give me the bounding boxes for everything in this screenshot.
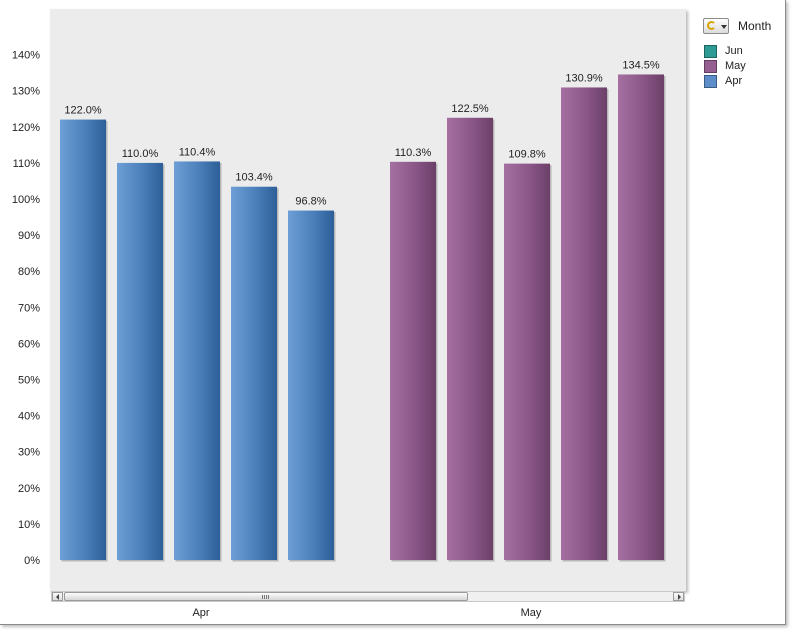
scroll-right-button[interactable] [673,592,684,601]
legend-label: Jun [725,45,743,57]
scrollbar-thumb[interactable] [64,592,468,601]
bar-data-label: 134.5% [622,59,660,71]
bar-data-label: 122.5% [451,103,489,115]
bar-data-label: 110.0% [122,148,159,160]
horizontal-scrollbar[interactable] [51,591,685,602]
y-tick-label: 140% [12,50,40,62]
y-tick-label: 50% [18,375,40,387]
legend-title: Month [738,19,772,33]
cycle-icon [707,21,716,30]
y-tick-label: 30% [18,447,40,459]
dropdown-arrow-icon [721,25,727,29]
scroll-left-button[interactable] [52,592,63,601]
bar-may-2[interactable] [447,117,493,561]
legend-swatch [704,60,717,73]
grip-icon [262,595,269,599]
bar-data-label: 103.4% [235,172,273,184]
arrow-right-icon [678,594,681,600]
legend-item-may[interactable]: May [703,59,763,74]
bar-data-label: 109.8% [508,149,546,161]
y-tick-label: 10% [18,519,40,531]
bar-apr-1[interactable] [60,119,106,560]
arrow-left-icon [56,594,59,600]
legend-swatch [704,45,717,58]
y-tick-label: 60% [18,338,40,350]
y-tick-label: 130% [12,86,40,98]
y-tick-label: 20% [18,483,40,495]
y-axis: 0% 10% 20% 30% 40% 50% 60% 70% 80% 90% 100% 110% 120… [12,50,40,567]
bars [60,74,666,562]
y-tick-label: 90% [18,230,40,242]
bar-data-label: 96.8% [295,196,326,208]
bar-data-label: 110.4% [179,146,216,158]
bar-may-1[interactable] [390,161,436,560]
legend-item-jun[interactable]: Jun [703,44,763,59]
y-tick-label: 100% [12,194,40,206]
x-category-label: Apr [192,607,209,619]
y-tick-label: 70% [18,302,40,314]
bar-may-4[interactable] [561,87,607,561]
y-tick-label: 0% [24,555,40,567]
bar-apr-4[interactable] [231,186,277,560]
bar-apr-5[interactable] [288,210,334,560]
data-labels: 122.0% 110.0% 110.4% 103.4% 96.8% 110.3% 122.5… [64,59,660,207]
bar-data-label: 130.9% [565,72,603,84]
legend-items: Jun May Apr [703,44,763,89]
x-axis: Apr May [192,607,541,619]
bar-may-5[interactable] [618,74,664,560]
legend-label: Apr [725,75,743,87]
legend-item-apr[interactable]: Apr [703,74,763,89]
x-category-label: May [521,607,542,619]
bar-data-label: 110.3% [395,147,432,159]
y-tick-label: 120% [12,122,40,134]
bar-may-3[interactable] [504,163,550,560]
y-tick-label: 110% [13,158,41,170]
cycle-dimension-button[interactable] [703,18,729,34]
legend-label: May [725,60,746,72]
bar-data-label: 122.0% [64,105,102,117]
bar-apr-3[interactable] [174,161,220,560]
y-tick-label: 40% [18,411,40,423]
bar-apr-2[interactable] [117,162,163,560]
legend-swatch [704,75,717,88]
y-tick-label: 80% [18,266,40,278]
